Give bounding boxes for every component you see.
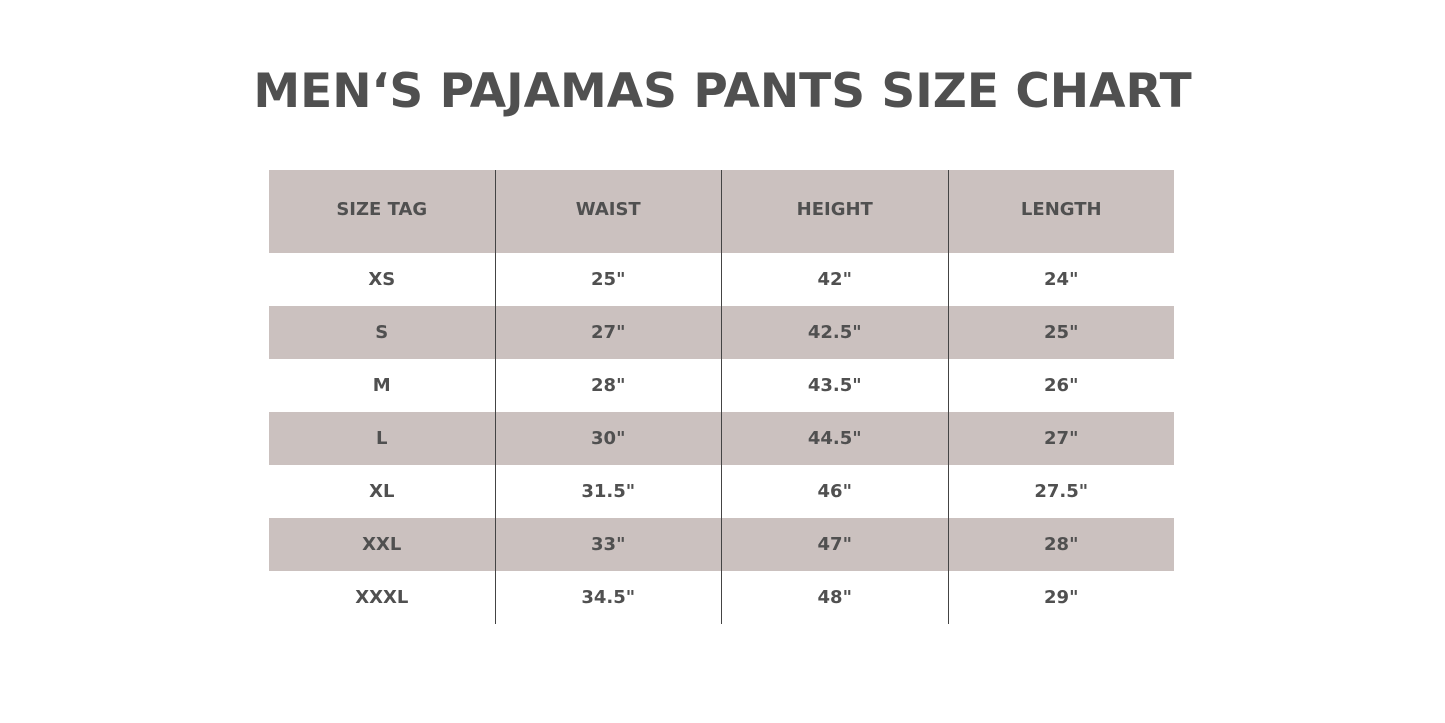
column-header: WAIST [494,170,722,253]
table-cell: 46" [721,465,948,518]
table-cell: M [372,375,391,396]
table-cell: XXXL [355,587,409,608]
table-cell: 25" [494,253,722,306]
table-row: L 30" 44.5" 27" [269,412,1174,465]
table-cell: 28" [947,518,1175,571]
table-cell: 31.5" [494,465,722,518]
column-header: HEIGHT [721,170,948,253]
page-title: MEN‘S PAJAMAS PANTS SIZE CHART [253,64,1192,119]
column-header: SIZE TAG [336,199,428,220]
table-cell: 24" [947,253,1175,306]
table-row: M 28" 43.5" 26" [269,359,1174,412]
table-cell: S [375,322,389,343]
table-row: S 27" 42.5" 25" [269,306,1174,359]
table-cell: XL [369,481,395,502]
table-cell: 27" [494,306,722,359]
table-row: XS 25" 42" 24" [269,253,1174,306]
table-cell: 47" [721,518,948,571]
table-cell: 28" [494,359,722,412]
table-cell: 27" [947,412,1175,465]
table-row: XXXL 34.5" 48" 29" [269,571,1174,624]
table-cell: 27.5" [947,465,1175,518]
table-cell: L [376,428,388,449]
table-cell: 26" [947,359,1175,412]
table-cell: 42.5" [721,306,948,359]
table-cell: 42" [721,253,948,306]
table-cell: 43.5" [721,359,948,412]
table-cell: 48" [721,571,948,624]
table-header-row: SIZE TAG WAIST HEIGHT LENGTH [269,170,1174,253]
table-cell: 30" [494,412,722,465]
table-cell: 29" [947,571,1175,624]
table-cell: 44.5" [721,412,948,465]
table-cell: XS [368,269,396,290]
table-row: XL 31.5" 46" 27.5" [269,465,1174,518]
table-cell: 33" [494,518,722,571]
table-row: XXL 33" 47" 28" [269,518,1174,571]
table-cell: 34.5" [494,571,722,624]
size-chart-table: SIZE TAG WAIST HEIGHT LENGTH XS 25" 42" 24"… [269,170,1174,624]
table-cell: XXL [362,534,402,555]
column-header: LENGTH [947,170,1175,253]
table-cell: 25" [947,306,1175,359]
